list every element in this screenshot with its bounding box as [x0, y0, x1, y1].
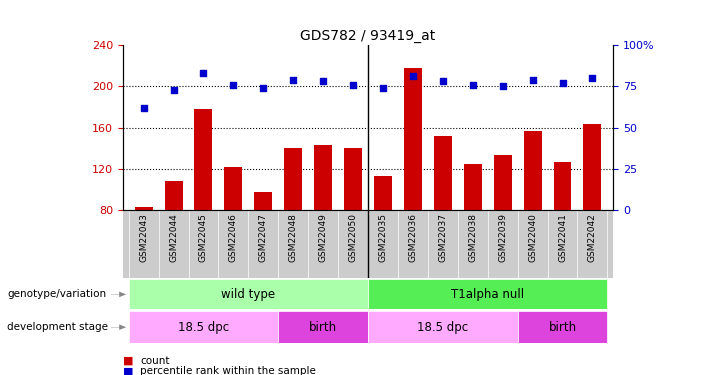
Text: percentile rank within the sample: percentile rank within the sample	[140, 366, 316, 375]
Text: GSM22039: GSM22039	[498, 213, 507, 262]
Text: ■: ■	[123, 366, 133, 375]
Bar	[494, 155, 512, 210]
Bar	[368, 279, 607, 309]
Text: development stage: development stage	[7, 322, 108, 332]
Bar	[284, 148, 302, 210]
Text: GSM22040: GSM22040	[528, 213, 537, 262]
Point	[138, 105, 149, 111]
Text: birth: birth	[548, 321, 576, 334]
Bar	[194, 109, 212, 210]
Bar	[224, 166, 243, 210]
Text: GSM22044: GSM22044	[169, 213, 178, 262]
Point	[198, 70, 209, 76]
Bar	[464, 164, 482, 210]
Bar	[135, 207, 153, 210]
Text: birth: birth	[309, 321, 337, 334]
Text: count: count	[140, 356, 170, 366]
Text: GSM22041: GSM22041	[558, 213, 567, 262]
Bar	[314, 145, 332, 210]
Bar	[368, 311, 517, 343]
Point	[527, 76, 538, 82]
Text: GSM22042: GSM22042	[588, 213, 597, 262]
Text: 18.5 dpc: 18.5 dpc	[178, 321, 229, 334]
Bar	[344, 148, 362, 210]
Point	[287, 76, 299, 82]
Text: GSM22038: GSM22038	[468, 213, 477, 262]
Text: GSM22036: GSM22036	[409, 213, 417, 262]
Point	[258, 85, 269, 91]
Text: GSM22037: GSM22037	[438, 213, 447, 262]
Text: GSM22049: GSM22049	[319, 213, 327, 262]
Point	[437, 78, 449, 84]
Bar	[583, 124, 601, 210]
Text: genotype/variation: genotype/variation	[7, 290, 106, 299]
Text: GSM22043: GSM22043	[139, 213, 148, 262]
Text: GSM22050: GSM22050	[348, 213, 358, 262]
Point	[168, 87, 179, 93]
Text: T1alpha null: T1alpha null	[451, 288, 524, 301]
Bar	[404, 68, 422, 210]
Text: GSM22045: GSM22045	[199, 213, 208, 262]
Point	[557, 80, 568, 86]
Text: GSM22047: GSM22047	[259, 213, 268, 262]
Bar	[129, 311, 278, 343]
Title: GDS782 / 93419_at: GDS782 / 93419_at	[301, 28, 435, 43]
Point	[407, 74, 418, 80]
Point	[467, 82, 478, 88]
Bar	[554, 162, 571, 210]
Bar	[165, 181, 182, 210]
Text: ■: ■	[123, 356, 133, 366]
Bar	[434, 136, 452, 210]
Text: GSM22046: GSM22046	[229, 213, 238, 262]
Bar	[278, 311, 368, 343]
Text: GSM22048: GSM22048	[289, 213, 298, 262]
Point	[348, 82, 359, 88]
Bar	[524, 130, 542, 210]
Bar	[517, 311, 607, 343]
Text: 18.5 dpc: 18.5 dpc	[417, 321, 468, 334]
Point	[377, 85, 388, 91]
Bar	[254, 192, 272, 210]
Bar	[374, 176, 392, 210]
Point	[587, 75, 598, 81]
Point	[318, 78, 329, 84]
Text: GSM22035: GSM22035	[379, 213, 388, 262]
Point	[228, 82, 239, 88]
Point	[497, 83, 508, 89]
Text: wild type: wild type	[222, 288, 275, 301]
Bar	[129, 279, 368, 309]
